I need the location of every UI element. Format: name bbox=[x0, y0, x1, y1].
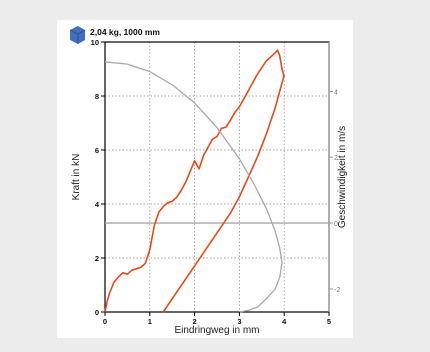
ticks: 0 1 2 3 4 5 0 2 4 6 8 10 -2 0 2 4 bbox=[91, 38, 341, 326]
y2-tick-label: 2 bbox=[334, 155, 338, 162]
chart-title: 2,04 kg, 1000 mm bbox=[90, 27, 160, 37]
weight-icon bbox=[69, 26, 86, 44]
plot-card: 0 1 2 3 4 5 0 2 4 6 8 10 -2 0 2 4 2,04 kg, 1000 mm Eind… bbox=[57, 20, 353, 338]
y-axis-label: Kraft in kN bbox=[71, 154, 82, 201]
x-tick-label: 2 bbox=[193, 317, 197, 326]
series-line-2 bbox=[162, 74, 285, 313]
y-tick-label: 0 bbox=[95, 308, 99, 317]
series-line-1 bbox=[104, 49, 285, 313]
x-axis-label: Eindringweg in mm bbox=[174, 325, 259, 336]
y-tick-label: 8 bbox=[95, 92, 99, 101]
y-tick-label: 4 bbox=[95, 200, 100, 209]
x-tick-label: 0 bbox=[103, 317, 107, 326]
plot-frame bbox=[104, 41, 330, 313]
x-tick-label: 4 bbox=[282, 317, 287, 326]
y2-axis-label: Geschwindigkeit in m/s bbox=[337, 126, 348, 228]
series bbox=[104, 49, 285, 313]
y2-tick-label: -2 bbox=[334, 287, 340, 294]
y-tick-label: 10 bbox=[91, 38, 99, 47]
y-tick-label: 6 bbox=[95, 146, 99, 155]
x-tick-label: 1 bbox=[148, 317, 152, 326]
y-tick-label: 2 bbox=[95, 254, 99, 263]
y2-tick-label: 0 bbox=[334, 221, 338, 228]
chart: 0 1 2 3 4 5 0 2 4 6 8 10 -2 0 2 4 2,04 kg, 1000 mm Eind… bbox=[69, 26, 348, 336]
x-tick-label: 5 bbox=[327, 317, 331, 326]
x-tick-label: 3 bbox=[237, 317, 241, 326]
grid bbox=[105, 42, 329, 312]
y2-tick-label: 4 bbox=[334, 89, 338, 96]
series-line-3 bbox=[104, 61, 283, 313]
